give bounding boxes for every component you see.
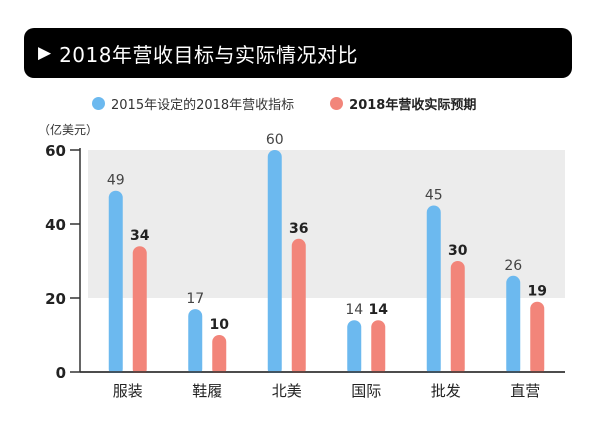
category-label: 国际 [351,382,381,400]
bar-actual [450,261,465,376]
data-label-actual: 34 [130,228,150,244]
data-label-target: 14 [345,302,363,318]
bar-actual [212,335,227,376]
bar-target [347,320,362,376]
data-label-actual: 19 [528,284,547,300]
bar-target [108,190,123,376]
y-tick-label: 60 [45,142,66,160]
bar-actual [371,320,386,376]
data-label-actual: 30 [448,243,468,259]
bar-target [267,150,282,376]
category-label: 鞋履 [192,382,222,400]
data-label-actual: 10 [210,317,230,333]
y-tick-label: 40 [45,216,66,234]
category-label: 北美 [272,382,302,400]
category-label: 服装 [113,382,143,400]
unit-label: （亿美元） [38,123,99,137]
y-tick-label: 0 [56,364,66,382]
data-label-target: 60 [266,132,284,148]
legend-label-actual: 2018年营收实际预期 [349,98,477,113]
bar-actual [291,238,306,376]
legend-swatch-actual [330,97,344,110]
data-label-actual: 14 [369,302,389,318]
bar-actual [530,301,545,376]
data-label-target: 45 [425,188,443,204]
grid-band [88,224,565,298]
data-label-actual: 36 [289,221,308,237]
bar-target [426,205,441,376]
grid-band [88,150,565,224]
play-triangle-icon: ▶ [38,43,52,63]
y-tick-label: 20 [45,290,66,308]
axis-mask [88,373,565,379]
bar-actual [132,246,147,376]
legend-swatch-target [92,97,105,110]
data-label-target: 17 [186,291,204,307]
bar-target [188,309,203,376]
legend-item-target: 2015年设定的2018年营收指标 [92,94,294,113]
legend: 2015年设定的2018年营收指标 2018年营收实际预期 [92,94,512,113]
title-bar: ▶ 2018年营收目标与实际情况对比 [24,28,572,78]
chart-title: 2018年营收目标与实际情况对比 [59,42,358,67]
legend-item-actual: 2018年营收实际预期 [330,94,476,113]
category-label: 批发 [431,382,461,400]
data-label-target: 26 [504,258,522,274]
bar-target [506,275,521,376]
data-label-target: 49 [107,173,125,189]
legend-label-target: 2015年设定的2018年营收指标 [111,98,295,113]
category-label: 直营 [510,382,540,400]
